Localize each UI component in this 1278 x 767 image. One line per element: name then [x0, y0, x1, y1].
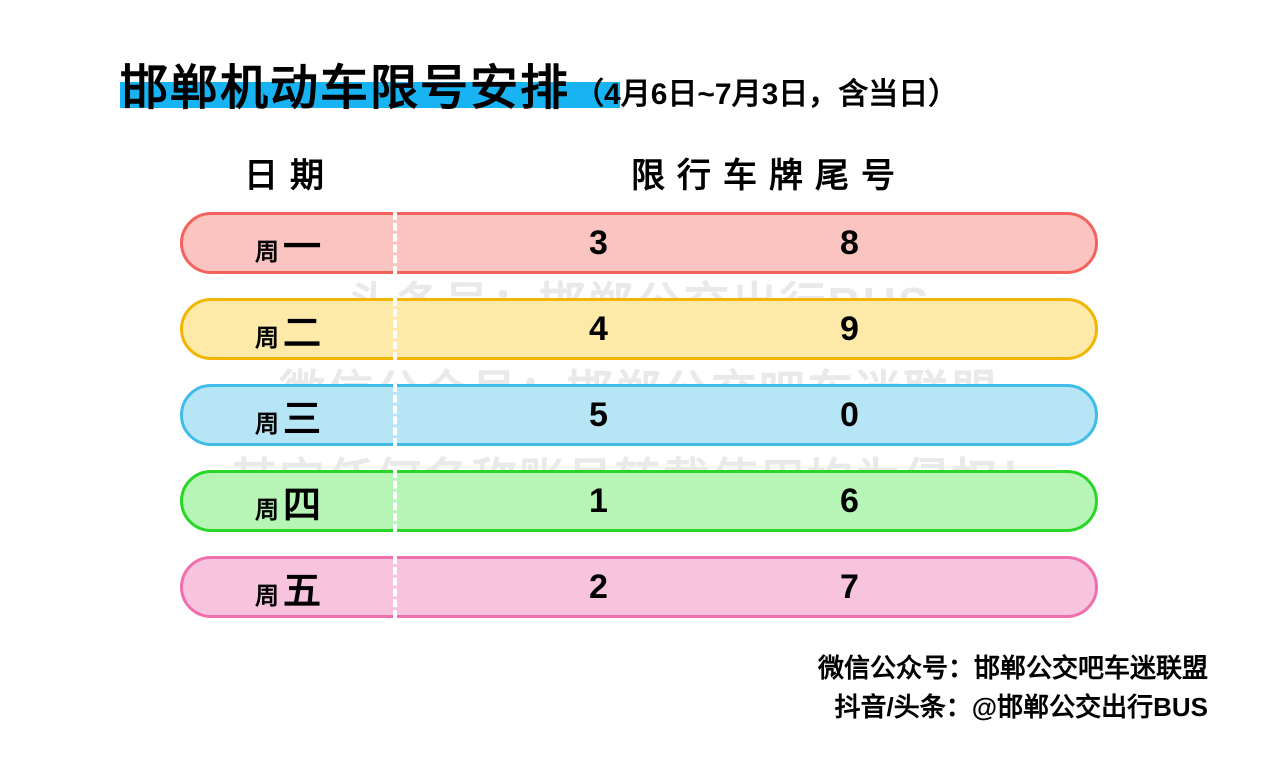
day-prefix: 周 — [255, 232, 279, 267]
schedule-row: 周二49 — [180, 298, 1098, 360]
day-cell: 周五 — [183, 560, 393, 615]
restricted-number: 3 — [569, 224, 629, 263]
numbers-cell: 27 — [393, 568, 1095, 607]
day-cell: 周二 — [183, 302, 393, 357]
restricted-number: 1 — [569, 482, 629, 521]
day-cell: 周一 — [183, 216, 393, 271]
title-main: 邯郸机动车限号安排 — [120, 48, 570, 118]
day-char: 二 — [283, 302, 321, 357]
schedule-rows: 周一38周二49周三50周四16周五27 — [180, 212, 1098, 642]
day-prefix: 周 — [255, 404, 279, 439]
restricted-number: 2 — [569, 568, 629, 607]
day-cell: 周三 — [183, 388, 393, 443]
day-cell: 周四 — [183, 474, 393, 529]
footer-line-2: 抖音/头条：@邯郸公交出行BUS — [818, 688, 1208, 727]
restricted-number: 0 — [820, 396, 880, 435]
row-divider — [393, 470, 397, 532]
day-char: 五 — [283, 560, 321, 615]
footer-credits: 微信公众号：邯郸公交吧车迷联盟 抖音/头条：@邯郸公交出行BUS — [818, 649, 1208, 727]
day-prefix: 周 — [255, 490, 279, 525]
restricted-number: 7 — [820, 568, 880, 607]
header-plate: 限行车牌尾号 — [400, 148, 1098, 197]
restricted-number: 9 — [820, 310, 880, 349]
header-date: 日期 — [180, 148, 400, 197]
restricted-number: 8 — [820, 224, 880, 263]
numbers-cell: 49 — [393, 310, 1095, 349]
day-prefix: 周 — [255, 318, 279, 353]
title-bar: 邯郸机动车限号安排 （4月6日~7月3日，含当日） — [120, 48, 1218, 112]
numbers-cell: 38 — [393, 224, 1095, 263]
row-divider — [393, 384, 397, 446]
day-char: 三 — [283, 388, 321, 443]
restricted-number: 6 — [820, 482, 880, 521]
row-divider — [393, 556, 397, 618]
title-sub: （4月6日~7月3日，含当日） — [574, 69, 958, 113]
schedule-row: 周三50 — [180, 384, 1098, 446]
column-headers: 日期 限行车牌尾号 — [180, 148, 1098, 197]
numbers-cell: 16 — [393, 482, 1095, 521]
day-char: 四 — [283, 474, 321, 529]
schedule-row: 周五27 — [180, 556, 1098, 618]
restricted-number: 4 — [569, 310, 629, 349]
footer-line-1: 微信公众号：邯郸公交吧车迷联盟 — [818, 649, 1208, 688]
day-prefix: 周 — [255, 576, 279, 611]
restricted-number: 5 — [569, 396, 629, 435]
schedule-row: 周四16 — [180, 470, 1098, 532]
row-divider — [393, 212, 397, 274]
numbers-cell: 50 — [393, 396, 1095, 435]
day-char: 一 — [283, 216, 321, 271]
schedule-row: 周一38 — [180, 212, 1098, 274]
row-divider — [393, 298, 397, 360]
